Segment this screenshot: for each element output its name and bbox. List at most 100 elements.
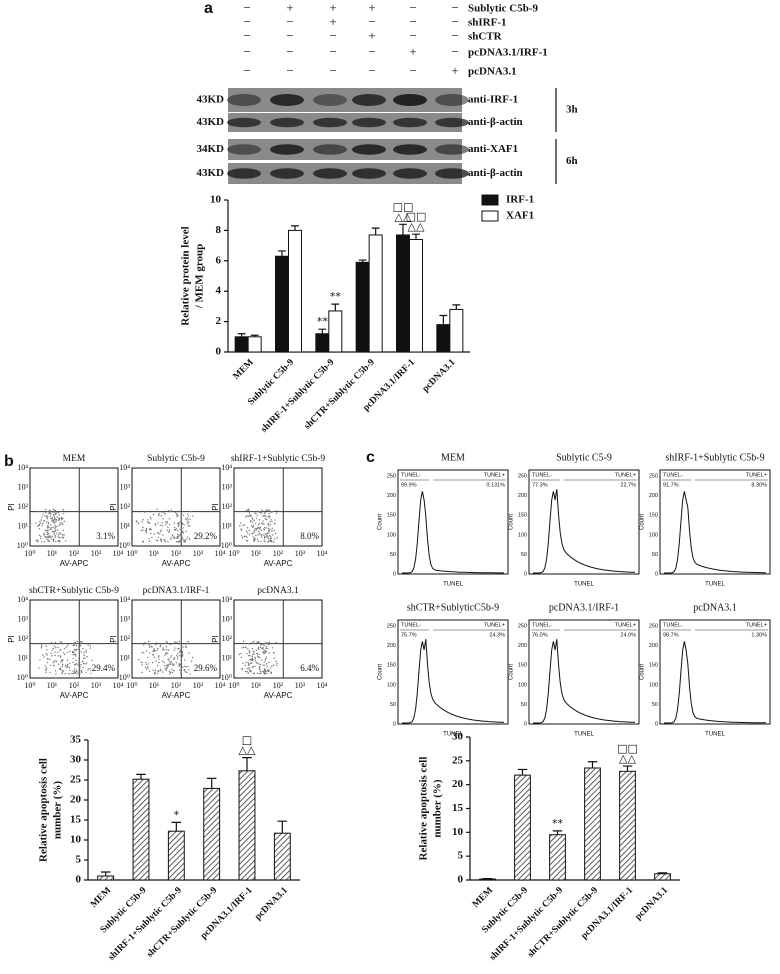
y-tick-label: 250: [649, 473, 658, 479]
event-dot: [38, 528, 41, 530]
event-dot: [271, 530, 273, 532]
event-dot: [162, 671, 164, 673]
blot-band: [227, 168, 261, 179]
event-dot: [159, 524, 162, 527]
event-dot: [161, 660, 164, 662]
event-dot: [183, 665, 186, 667]
event-dot: [155, 660, 157, 663]
event-dot: [264, 536, 266, 538]
event-dot: [267, 669, 269, 672]
event-dot: [153, 656, 156, 658]
event-dot: [275, 664, 278, 667]
event-dot: [58, 524, 61, 526]
significance-mark: △△: [395, 210, 412, 223]
event-dot: [58, 533, 60, 536]
event-dot: [186, 536, 189, 538]
event-dot: [162, 647, 164, 649]
y-tick-label: 200: [387, 493, 396, 499]
bar: [355, 261, 370, 353]
event-dot: [76, 640, 79, 643]
event-dot: [264, 529, 266, 531]
event-dot: [73, 668, 76, 670]
event-dot: [40, 645, 43, 648]
y-tick-label: 0: [458, 874, 464, 886]
event-dot: [144, 641, 146, 644]
event-dot: [72, 657, 74, 660]
event-dot: [186, 517, 189, 519]
event-dot: [181, 538, 183, 540]
event-dot: [44, 536, 47, 538]
event-dot: [253, 538, 255, 540]
event-dot: [254, 657, 257, 660]
event-dot: [162, 534, 164, 536]
event-dot: [177, 533, 179, 536]
significance-mark: □□: [406, 210, 427, 223]
event-dot: [241, 529, 243, 531]
event-dot: [71, 651, 74, 654]
event-dot: [158, 661, 160, 664]
treatment-sign: −: [451, 28, 458, 43]
time-label: 6h: [566, 155, 578, 167]
event-dot: [41, 541, 43, 543]
event-dot: [258, 653, 260, 656]
event-dot: [174, 647, 176, 649]
event-dot: [240, 652, 242, 655]
event-dot: [78, 645, 80, 647]
treatment-sign: −: [409, 28, 416, 43]
event-dot: [270, 524, 272, 526]
treatment-sign: −: [243, 0, 250, 15]
event-dot: [257, 656, 259, 658]
event-dot: [79, 665, 81, 668]
event-dot: [187, 525, 189, 527]
event-dot: [254, 512, 256, 514]
x-axis-label: AV-APC: [162, 691, 191, 700]
event-dot: [89, 669, 92, 671]
event-dot: [48, 513, 50, 515]
y-tick-label: 30: [70, 754, 82, 766]
x-tick-label: 10⁴: [113, 549, 124, 558]
event-dot: [35, 539, 37, 542]
event-dot: [160, 539, 162, 542]
event-dot: [46, 533, 49, 536]
event-dot: [60, 523, 62, 526]
y-tick-label: 10¹: [18, 521, 29, 530]
y-tick-label: 5: [458, 850, 464, 862]
event-dot: [78, 671, 80, 674]
event-dot: [260, 536, 263, 538]
y-tick-label: 10³: [222, 482, 233, 491]
event-dot: [158, 655, 160, 657]
y-tick-label: 50: [390, 702, 396, 708]
treatment-sign: −: [329, 63, 336, 78]
event-dot: [263, 512, 266, 515]
y-axis-label: PI: [109, 635, 118, 643]
x-tick-label: 10⁰: [24, 681, 35, 690]
error-bar: [358, 259, 367, 263]
event-dot: [254, 522, 257, 525]
event-dot: [166, 666, 168, 669]
event-dot: [45, 667, 48, 669]
treatment-sign: −: [329, 44, 336, 59]
event-dot: [85, 649, 87, 652]
treatment-sign: −: [451, 44, 458, 59]
y-axis-label: PI: [7, 503, 16, 511]
event-dot: [248, 650, 251, 653]
event-dot: [264, 518, 266, 520]
event-dot: [268, 530, 270, 533]
y-tick-label: 0: [76, 874, 82, 886]
event-dot: [256, 641, 258, 643]
event-dot: [266, 509, 268, 511]
event-dot: [159, 644, 162, 646]
significance-mark: **: [552, 817, 564, 830]
error-bar: [517, 768, 528, 776]
event-dot: [67, 644, 69, 647]
error-bar: [171, 821, 182, 832]
plot-title: shCTR+Sublytic C5b-9: [29, 586, 119, 596]
event-dot: [57, 663, 60, 665]
blot-band: [435, 144, 469, 155]
event-dot: [187, 522, 189, 525]
event-dot: [267, 527, 270, 530]
y-tick-label: 10¹: [120, 653, 131, 662]
event-dot: [54, 534, 56, 537]
event-dot: [49, 535, 52, 537]
x-tick-label: 10²: [273, 549, 284, 558]
